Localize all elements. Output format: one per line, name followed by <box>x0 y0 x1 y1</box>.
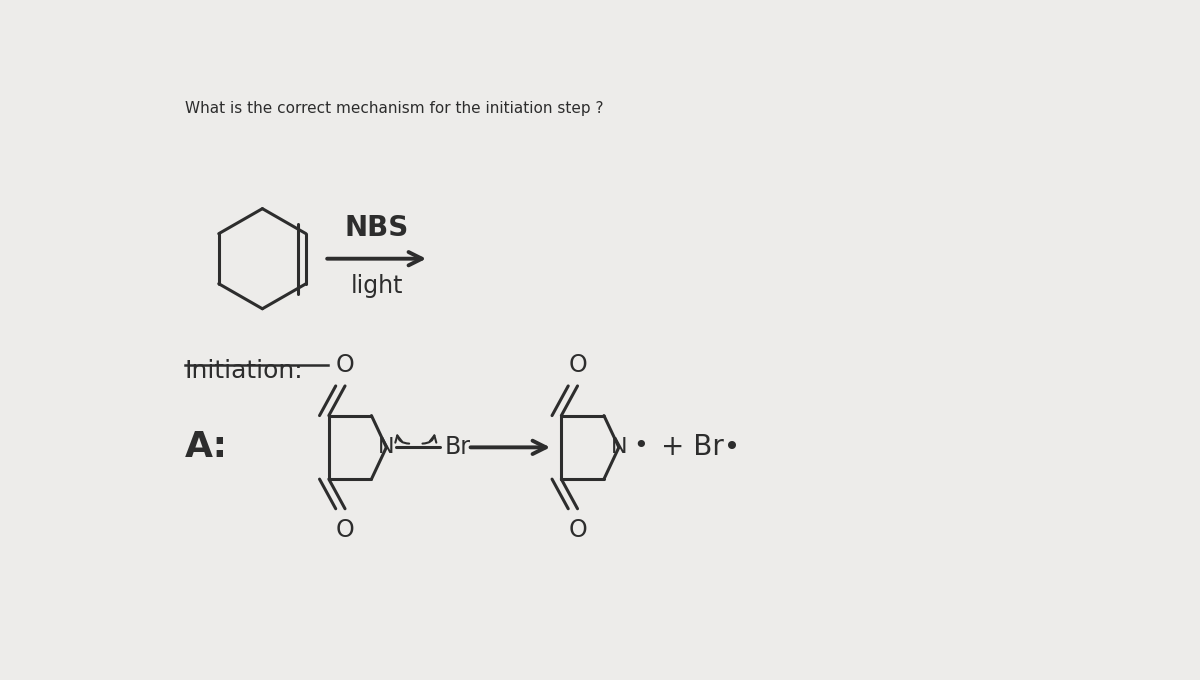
Text: •: • <box>632 434 648 458</box>
Text: What is the correct mechanism for the initiation step ?: What is the correct mechanism for the in… <box>185 101 604 116</box>
Text: + Br•: + Br• <box>661 433 740 461</box>
Text: N: N <box>611 437 628 458</box>
Text: O: O <box>336 518 354 542</box>
Text: NBS: NBS <box>344 214 409 242</box>
Text: O: O <box>568 353 587 377</box>
Text: O: O <box>568 518 587 542</box>
Text: Br: Br <box>444 435 470 460</box>
Text: O: O <box>336 353 354 377</box>
Text: light: light <box>350 274 403 298</box>
Text: N: N <box>378 437 395 458</box>
Text: Initiation:: Initiation: <box>185 359 304 383</box>
Text: A:: A: <box>185 430 228 464</box>
